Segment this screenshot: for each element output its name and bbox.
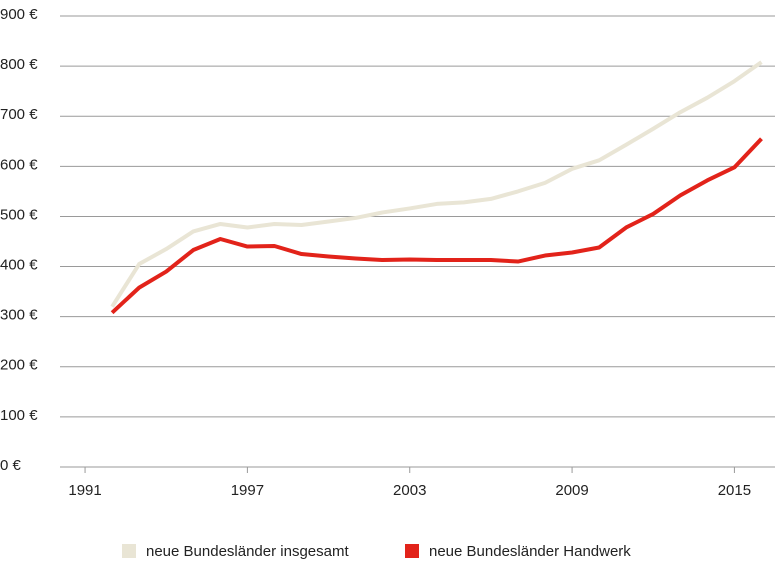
x-tick-label: 2015	[718, 482, 751, 499]
y-tick-label: 400 €	[0, 257, 38, 274]
x-tick-label: 1997	[231, 482, 264, 499]
legend-swatch	[122, 544, 136, 558]
y-tick-label: 900 €	[0, 6, 38, 23]
x-tick-label: 2003	[393, 482, 426, 499]
x-tick-label: 1991	[68, 482, 101, 499]
y-tick-label: 300 €	[0, 307, 38, 324]
line	[110, 60, 763, 308]
line	[110, 137, 763, 315]
y-tick-label: 0 €	[0, 457, 22, 474]
y-tick-label: 800 €	[0, 56, 38, 73]
y-tick-label: 500 €	[0, 206, 38, 223]
y-tick-label: 700 €	[0, 106, 38, 123]
y-tick-label: 600 €	[0, 156, 38, 173]
legend-swatch	[405, 544, 419, 558]
legend-label: neue Bundesländer insgesamt	[146, 543, 349, 560]
legend-label: neue Bundesländer Handwerk	[429, 543, 631, 560]
y-tick-label: 100 €	[0, 407, 38, 424]
y-tick-label: 200 €	[0, 357, 38, 374]
x-tick-label: 2009	[555, 482, 588, 499]
